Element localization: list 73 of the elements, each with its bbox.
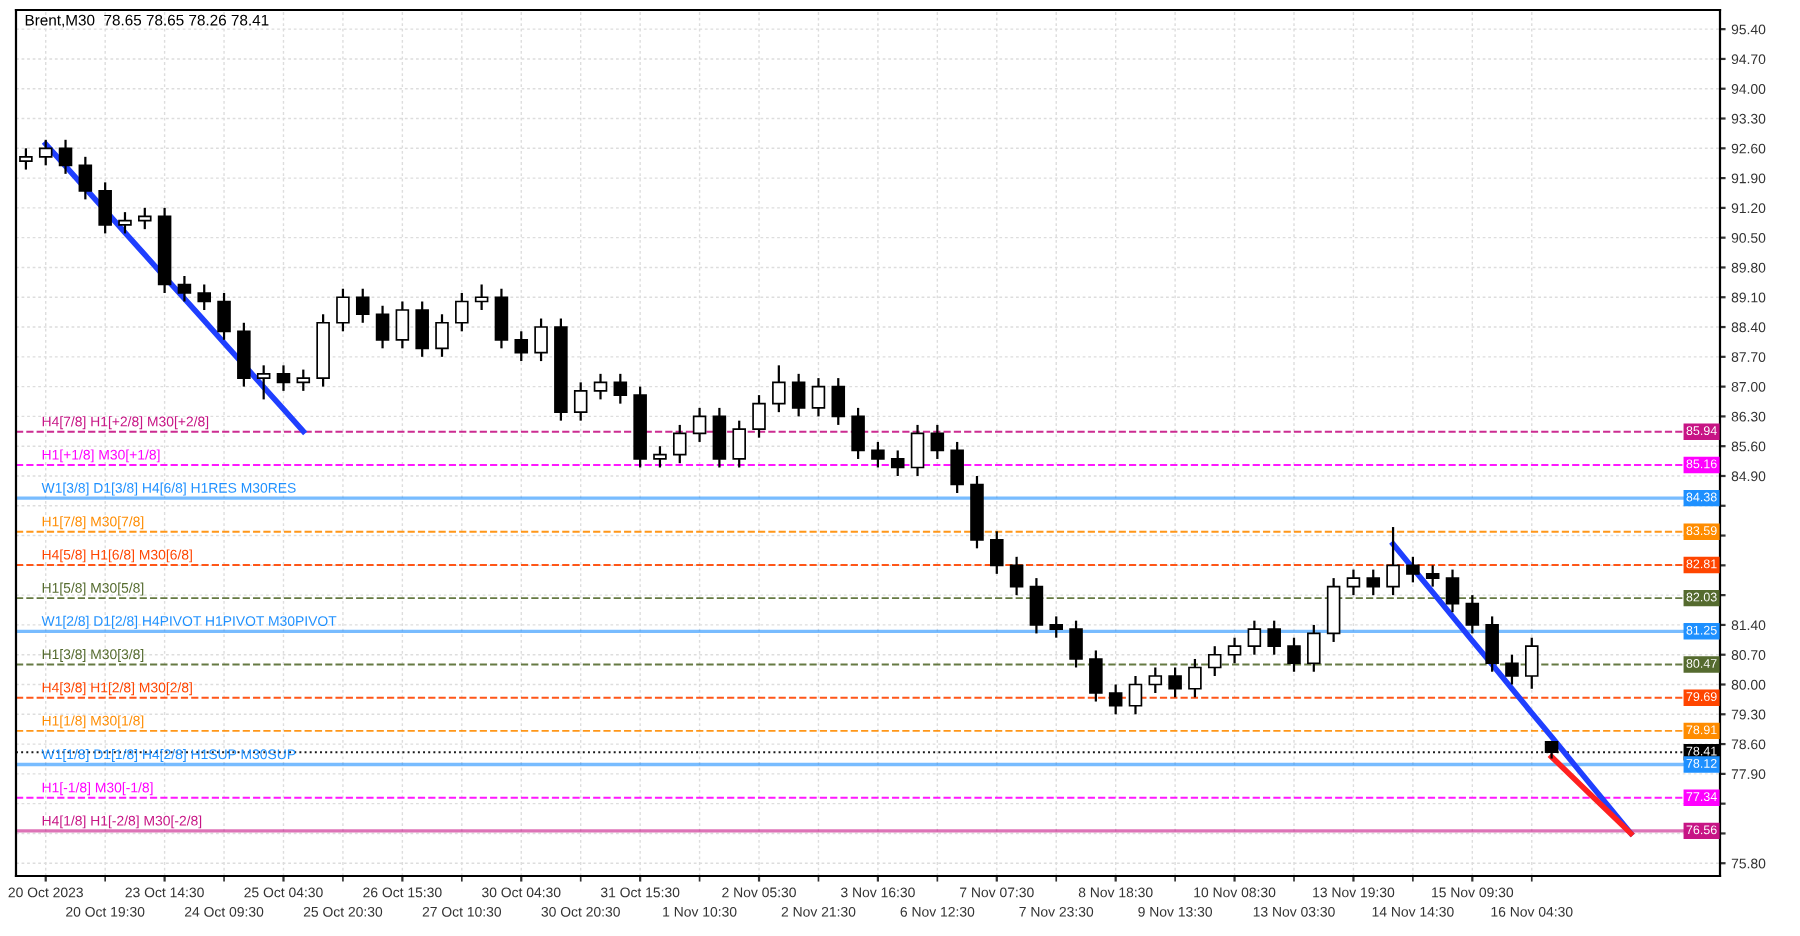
candlestick [653,445,667,469]
candlestick [772,364,786,414]
candlestick [1108,683,1123,716]
line-series [42,141,307,435]
candlestick [1326,577,1341,644]
candlestick [256,364,271,401]
candlestick [672,423,687,465]
candlestick [455,291,469,333]
candlestick [1366,568,1381,597]
candlestick [534,317,548,363]
candlestick [118,211,132,235]
candlestick [1207,645,1222,678]
candlestick [791,372,806,418]
candlestick [930,423,945,461]
candlestick [98,181,112,235]
candlestick [1425,564,1440,588]
candlestick [990,530,1004,575]
candlestick [197,283,212,312]
candlestick [811,376,826,418]
candlestick [1009,555,1024,597]
candlestick [1287,636,1301,673]
candlestick [415,300,429,358]
candlestick [1346,568,1361,597]
candlestick [1307,623,1321,673]
candlestick [1485,615,1499,673]
candlestick [38,138,53,167]
candlestick [831,376,846,427]
candlestick [355,287,370,324]
candlestick [1227,636,1242,665]
candlestick [177,274,192,303]
candlestick [336,287,350,333]
candlestick [871,440,885,469]
candlestick [1148,666,1163,695]
candlestick [237,321,251,388]
candlestick [78,155,93,201]
candlestick [1188,657,1202,699]
candlestick [296,368,311,392]
candlestick [1168,666,1182,699]
candlestick [514,330,529,363]
candlestick [395,300,410,350]
candlestick [375,304,390,350]
candlestick [712,406,727,469]
candlestick [1465,594,1480,635]
candlestick [1069,619,1083,669]
candlestick [573,381,588,422]
candlestick [1505,653,1519,686]
candlestick [851,406,865,461]
candlestick [593,372,608,401]
candlestick [1445,568,1460,614]
candlestick [1386,525,1400,597]
candlestick [1029,577,1044,635]
candlestick [474,283,489,312]
candlestick [1524,636,1539,690]
candlestick [138,206,152,231]
candlestick [890,449,905,478]
candlestick [1089,649,1103,703]
candlestick [1128,674,1143,716]
candlestick [732,419,746,469]
line-series [1548,754,1634,837]
candlestick [1049,615,1064,639]
candlestick [1267,619,1281,656]
candlestick [950,440,964,495]
candlestick [58,138,73,175]
candlestick [435,313,449,358]
candlestick [752,394,766,439]
candlestick [217,291,231,341]
candlestick [910,423,925,478]
candlestick [276,364,291,392]
candlestick [613,372,628,405]
candlestick [1406,555,1420,584]
candlestick [1247,619,1262,656]
candlestick [692,406,707,444]
candlestick [494,287,509,350]
